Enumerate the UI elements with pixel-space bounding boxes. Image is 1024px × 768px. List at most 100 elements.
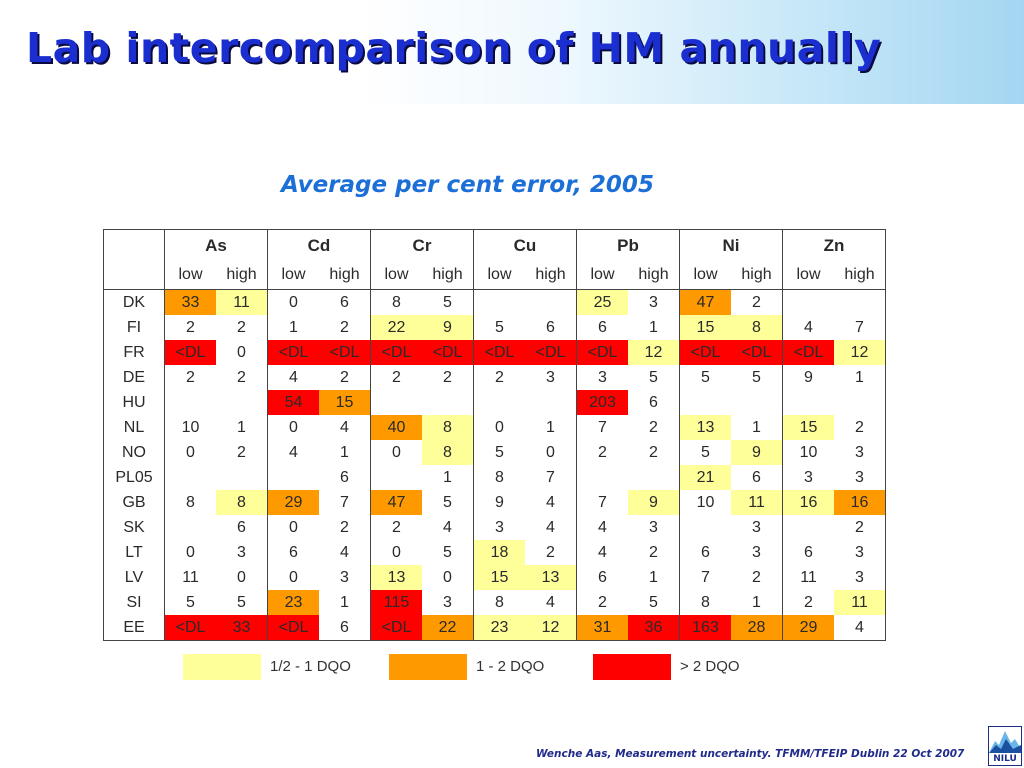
value-cell: 16 (834, 490, 886, 515)
legend-label: > 2 DQO (680, 658, 740, 675)
footer-credit: Wenche Aas, Measurement uncertainty. TFM… (536, 748, 965, 760)
value-cell: 0 (267, 565, 319, 590)
level-header-low: low (164, 261, 216, 290)
value-cell: 2 (649, 543, 658, 561)
value-cell: 1 (649, 318, 658, 336)
value-cell: 16 (782, 490, 834, 515)
level-header-low: low (782, 261, 834, 290)
legend-swatch (593, 654, 671, 680)
value-cell: 11 (834, 590, 886, 615)
value-cell: 5 (443, 293, 452, 311)
value-cell: <DL (473, 340, 525, 365)
error-table: As Cd Cr Cu Pb Ni Zn low high low high low high low h… (103, 229, 886, 641)
value-cell: 22 (422, 615, 474, 641)
value-cell: <DL (267, 615, 319, 641)
value-cell: 6 (782, 540, 834, 565)
value-cell: 4 (546, 593, 555, 611)
value-cell: 12 (628, 340, 680, 365)
value-cell: 4 (576, 515, 628, 540)
value-cell: 3 (855, 468, 864, 486)
level-header-high: high (535, 266, 566, 283)
value-cell: 2 (370, 365, 422, 390)
value-cell: 2 (237, 443, 246, 461)
legend-label: 1 - 2 DQO (476, 658, 545, 675)
value-cell: 10 (679, 490, 731, 515)
value-cell (782, 390, 834, 415)
value-cell: 3 (649, 518, 658, 536)
element-header: As (164, 229, 268, 261)
value-cell: 203 (576, 390, 628, 415)
value-cell: 12 (834, 340, 886, 365)
value-cell: 9 (473, 490, 525, 515)
value-cell (679, 515, 731, 540)
table-row: FR <DL 0 <DL <DL <DL <DL <DL <DL <DL 12 <DL <DL <DL 12 (104, 340, 886, 365)
legend-label: 1/2 - 1 DQO (270, 658, 351, 675)
value-cell (370, 390, 422, 415)
value-cell: 2 (370, 515, 422, 540)
value-cell: 2 (546, 543, 555, 561)
value-cell (473, 289, 525, 315)
value-cell: 2 (237, 318, 246, 336)
value-cell: 47 (370, 490, 422, 515)
value-cell: 15 (319, 390, 371, 415)
country-code: SI (126, 593, 142, 611)
table-row: SI 5 5 23 1 115 3 8 4 2 5 8 1 2 11 (104, 590, 886, 615)
value-cell (834, 290, 886, 316)
value-cell: 11 (216, 289, 268, 315)
level-header-high: high (226, 266, 257, 283)
value-cell: 6 (340, 618, 349, 636)
value-cell: 29 (782, 615, 834, 641)
value-cell: 0 (237, 568, 246, 586)
value-cell: <DL (164, 615, 216, 641)
value-cell: 2 (752, 568, 761, 586)
value-cell: 3 (546, 368, 555, 386)
value-cell: 28 (731, 615, 783, 641)
value-cell: 13 (525, 565, 577, 590)
value-cell: 12 (525, 615, 577, 641)
country-code: SK (123, 518, 145, 536)
value-cell: 33 (216, 615, 268, 641)
value-cell: 3 (752, 518, 761, 536)
value-cell: <DL (370, 340, 422, 365)
value-cell: 6 (267, 540, 319, 565)
level-header-high: high (432, 266, 463, 283)
value-cell: 115 (370, 590, 422, 615)
value-cell (782, 515, 834, 540)
value-cell: 0 (443, 568, 452, 586)
value-cell: 1 (546, 418, 555, 436)
value-cell (422, 390, 474, 415)
value-cell: 3 (782, 465, 834, 490)
corner-cell (104, 230, 165, 290)
value-cell: 5 (679, 440, 731, 465)
value-cell: 25 (576, 289, 628, 315)
value-cell: 8 (216, 490, 268, 515)
value-cell: <DL (422, 340, 474, 365)
value-cell: 0 (370, 540, 422, 565)
value-cell: 40 (370, 415, 422, 440)
value-cell: 3 (855, 543, 864, 561)
value-cell: 6 (340, 468, 349, 486)
table-row: EE <DL 33 <DL 6 <DL 22 23 12 31 36 163 28 29 4 (104, 615, 886, 641)
value-cell: 5 (443, 543, 452, 561)
value-cell (164, 465, 216, 490)
value-cell: 11 (164, 565, 216, 590)
value-cell: <DL (319, 340, 371, 365)
value-cell: 4 (443, 518, 452, 536)
value-cell: 4 (782, 315, 834, 340)
country-code: EE (123, 618, 145, 636)
value-cell: 5 (164, 590, 216, 615)
value-cell: 11 (782, 565, 834, 590)
element-header: Cd (267, 229, 371, 261)
legend-swatch (389, 654, 467, 680)
level-header-high: high (741, 266, 772, 283)
value-cell: 8 (731, 315, 783, 340)
value-cell: 2 (855, 418, 864, 436)
value-cell: 5 (473, 315, 525, 340)
value-cell: 6 (576, 565, 628, 590)
value-cell (628, 465, 680, 490)
value-cell: 5 (473, 440, 525, 465)
value-cell: 1 (752, 593, 761, 611)
value-cell: 3 (576, 365, 628, 390)
element-header: Cr (370, 229, 474, 261)
country-code: NO (122, 443, 146, 461)
